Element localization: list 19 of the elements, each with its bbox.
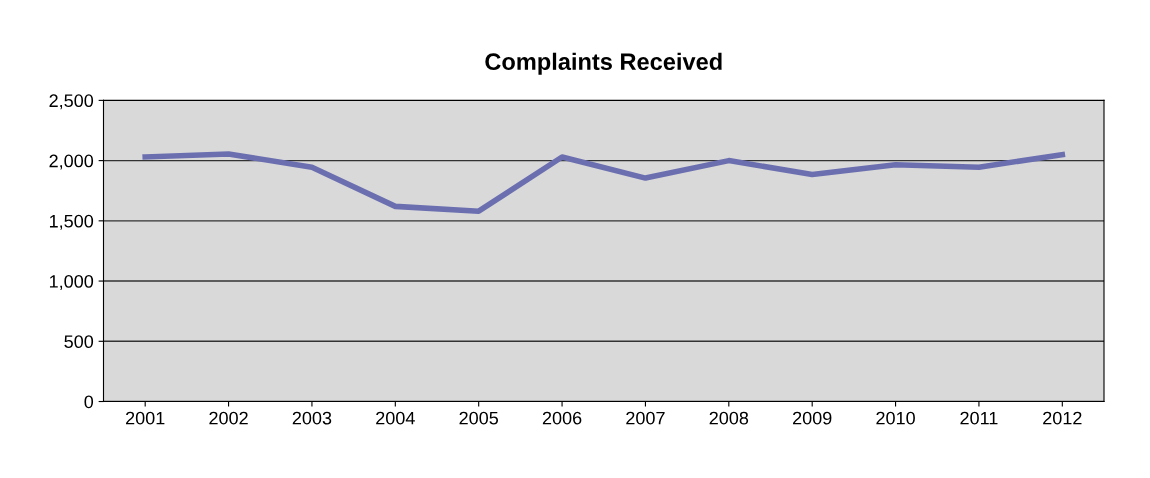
x-tick-label: 2007 (626, 411, 665, 425)
x-tick-label: 2006 (542, 411, 582, 425)
chart-title: Complaints Received (485, 52, 722, 75)
x-tick-label: 2003 (292, 411, 332, 425)
y-tick-label: 1,500 (49, 214, 94, 230)
x-tick-label: 2009 (793, 411, 832, 425)
x-tick-label: 2005 (459, 411, 499, 425)
y-tick-label: 1,000 (49, 275, 94, 290)
x-tick-label: 2011 (960, 411, 998, 425)
y-tick-label: 0 (84, 395, 94, 409)
x-tick-label: 2010 (876, 411, 915, 425)
x-tick-label: 2001 (126, 411, 165, 425)
y-tick-label: 500 (64, 335, 94, 349)
y-tick-label: 2,500 (49, 94, 94, 110)
x-tick-label: 2012 (1043, 411, 1082, 425)
y-tick-label: 2,000 (49, 154, 94, 170)
x-tick-label: 2002 (209, 411, 248, 425)
x-tick-label: 2008 (709, 411, 749, 425)
x-tick-label: 2004 (376, 411, 415, 425)
